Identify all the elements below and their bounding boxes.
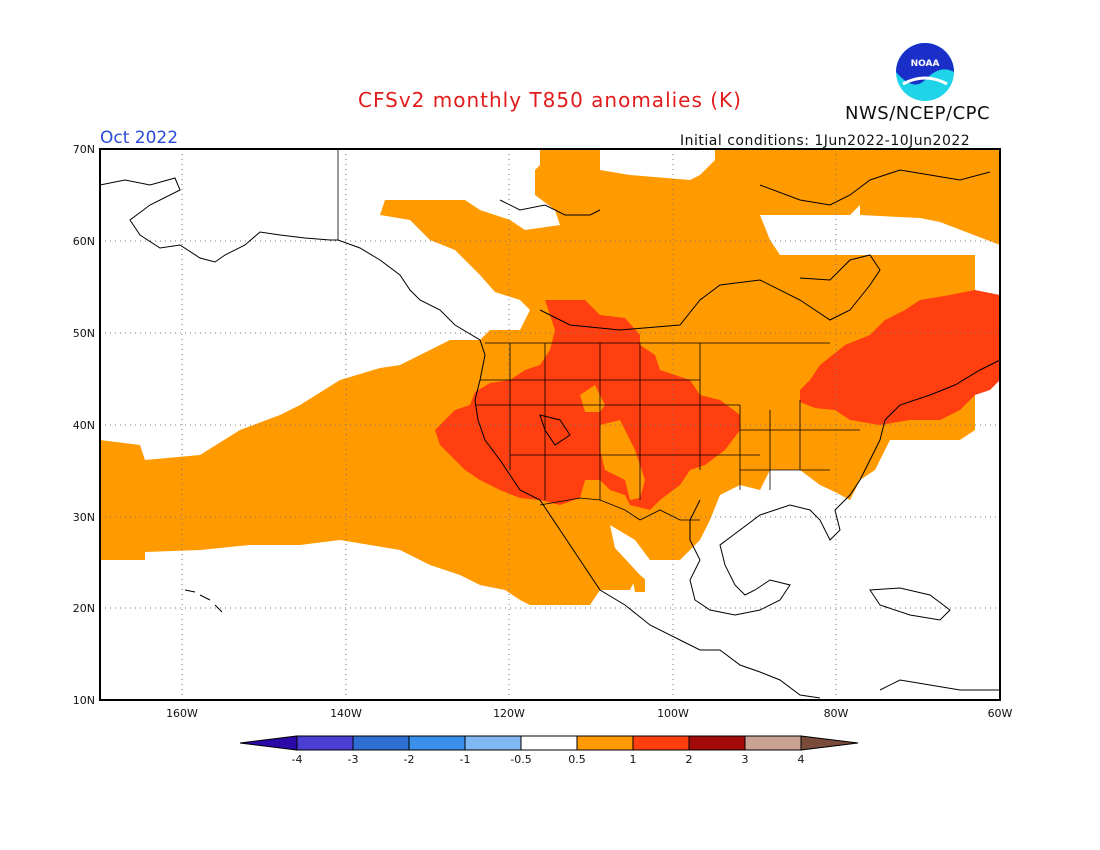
lon-label-60w: 60W [988,707,1013,720]
colorbar-swatch [576,735,634,751]
lat-label-10n: 10N [73,694,95,707]
lon-label-140w: 140W [330,707,362,720]
graticule [100,149,1000,700]
colorbar-arrow-low [239,735,298,751]
colorbar-arrow-high [800,735,859,751]
latitude-labels: 70N 60N 50N 40N 30N 20N 10N [73,143,95,707]
colorbar-tick-label: 1 [630,753,637,766]
colorbar-tick-label: 2 [686,753,693,766]
colorbar-swatch [688,735,746,751]
colorbar-swatch [352,735,410,751]
forecast-month: Oct 2022 [100,128,179,148]
political-borders [337,150,860,521]
lon-label-160w: 160W [166,707,198,720]
noaa-logo-text: NOAA [911,59,940,69]
colorbar-labels: -4 -3 -2 -1 -0.5 0.5 1 2 3 4 [292,753,805,766]
lat-label-20n: 20N [73,602,95,615]
colorbar-tick-label: 0.5 [568,753,586,766]
map-title: CFSv2 monthly T850 anomalies (K) [358,88,742,112]
colorbar-tick-label: -3 [348,753,359,766]
lat-label-50n: 50N [73,327,95,340]
colorbar-tick-label: -0.5 [510,753,531,766]
colorbar-tick-label: 4 [798,753,805,766]
agency-label: NWS/NCEP/CPC [845,103,991,124]
coastlines [99,169,1001,699]
colorbar-swatch [408,735,466,751]
colorbar-tick-label: -2 [404,753,415,766]
lat-label-60n: 60N [73,235,95,248]
colorbar-tick-label: 3 [742,753,749,766]
colorbar-swatch [744,735,802,751]
colorbar-swatch [632,735,690,751]
colorbar-tick-label: -4 [292,753,303,766]
colorbar [239,735,859,751]
initial-conditions: Initial conditions: 1Jun2022-10Jun2022 [680,133,971,149]
colorbar-swatch [296,735,354,751]
colorbar-tick-label: -1 [460,753,471,766]
lon-label-100w: 100W [657,707,689,720]
map-frame [99,148,1001,701]
noaa-logo: NOAA [896,43,954,101]
lon-label-80w: 80W [824,707,849,720]
longitude-labels: 160W 140W 120W 100W 80W 60W [166,707,1012,720]
lat-label-40n: 40N [73,419,95,432]
lat-label-70n: 70N [73,143,95,156]
anomaly-white-holes [600,150,1000,592]
colorbar-swatch [464,735,522,751]
colorbar-swatch [520,735,578,751]
lat-label-30n: 30N [73,511,95,524]
lon-label-120w: 120W [493,707,525,720]
